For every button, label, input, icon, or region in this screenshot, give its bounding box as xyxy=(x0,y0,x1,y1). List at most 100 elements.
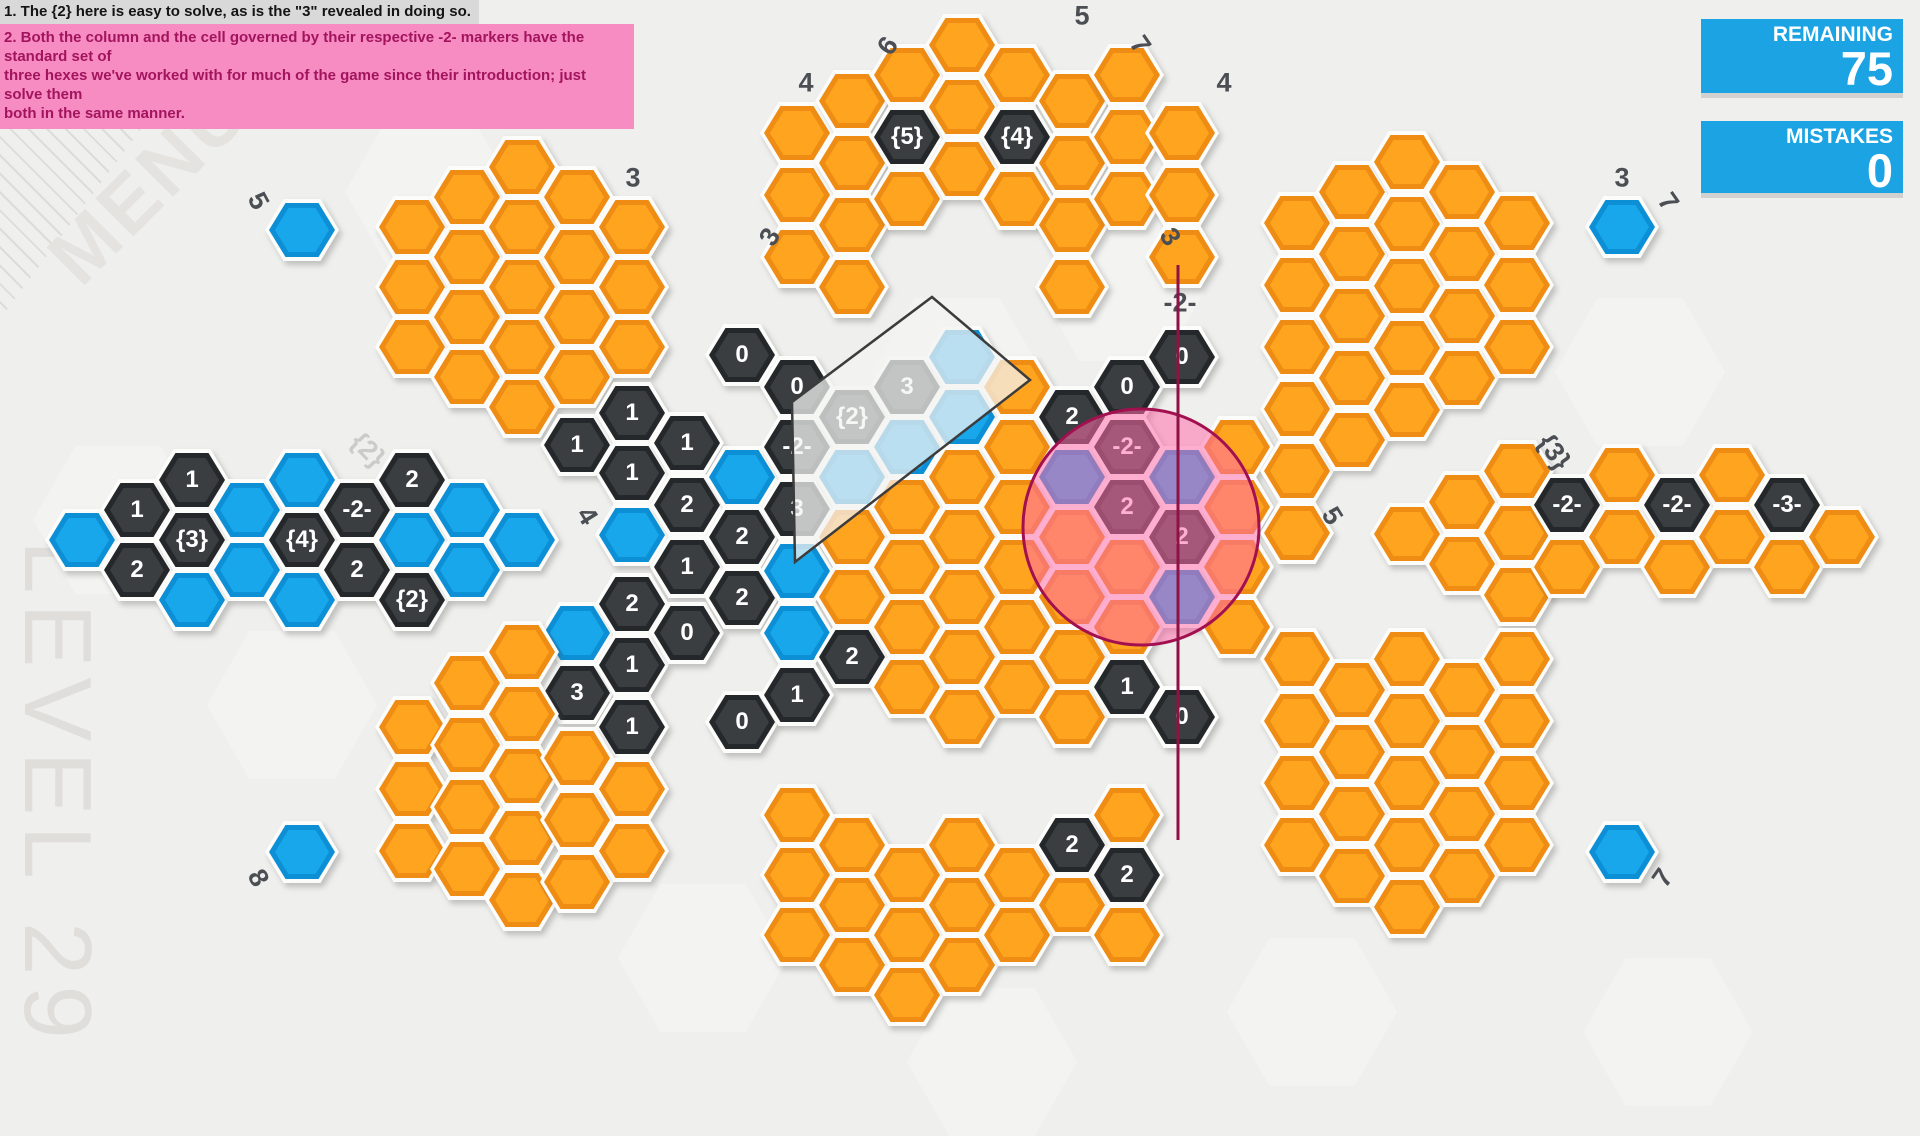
hex-orange-unrevealed[interactable] xyxy=(760,226,834,288)
hex-number: 1 xyxy=(185,466,199,493)
hex-orange-unrevealed[interactable] xyxy=(1090,44,1164,106)
hex-blue xyxy=(430,539,504,601)
hex-orange-unrevealed[interactable] xyxy=(1035,194,1109,256)
mistakes-panel: MISTAKES 0 xyxy=(1701,121,1903,197)
grid-count-label: 3 xyxy=(625,162,641,193)
hex-orange-unrevealed[interactable] xyxy=(595,316,669,378)
grid-count-label: 4 xyxy=(798,67,814,98)
hex-core xyxy=(605,325,659,369)
hex-orange-unrevealed[interactable] xyxy=(1145,226,1219,288)
hex-orange-unrevealed[interactable] xyxy=(595,196,669,258)
hex-orange-unrevealed[interactable] xyxy=(1480,316,1554,378)
background-hex-decoration xyxy=(1583,958,1753,1106)
grid-count-label: 8 xyxy=(241,864,276,892)
hex-number: 0 xyxy=(1175,343,1189,370)
hex-core xyxy=(825,79,879,123)
hex-core xyxy=(385,325,439,369)
hex-orange-unrevealed[interactable] xyxy=(1145,102,1219,164)
note2-line3: both in the same manner. xyxy=(4,105,185,122)
hex-dark-number: 1 xyxy=(595,634,669,696)
hex-orange-unrevealed[interactable] xyxy=(375,316,449,378)
hex-orange-unrevealed[interactable] xyxy=(815,132,889,194)
hex-dark-number: 2 xyxy=(320,539,394,601)
hex-orange-unrevealed[interactable] xyxy=(1035,256,1109,318)
hex-blue xyxy=(1585,821,1659,883)
hex-orange-unrevealed[interactable] xyxy=(485,136,559,198)
hex-dark-number: 1 xyxy=(595,696,669,758)
hex-number: 1 xyxy=(625,713,639,740)
mistakes-label: MISTAKES xyxy=(1786,125,1893,148)
hex-dark-number: 0 xyxy=(1145,326,1219,388)
menu-corner[interactable]: MENU xyxy=(0,0,360,360)
hex-orange-unrevealed[interactable] xyxy=(980,44,1054,106)
grid-count-label: 7 xyxy=(1645,862,1680,893)
hex-number: 3 xyxy=(570,679,584,706)
hex-core xyxy=(165,458,219,502)
hex-orange-unrevealed[interactable] xyxy=(595,256,669,318)
hex-number: 1 xyxy=(570,431,584,458)
hex-number: 2 xyxy=(1120,861,1134,888)
hex-orange-unrevealed[interactable] xyxy=(870,168,944,230)
hex-number: 2 xyxy=(405,466,419,493)
hex-dark-number: {5} xyxy=(870,106,944,168)
hex-number: 2 xyxy=(625,590,639,617)
hex-orange-unrevealed[interactable] xyxy=(1480,254,1554,316)
hex-orange-unrevealed[interactable] xyxy=(760,102,834,164)
hex-orange-unrevealed[interactable] xyxy=(485,376,559,438)
hex-number: 1 xyxy=(625,399,639,426)
hex-orange-unrevealed[interactable] xyxy=(1145,164,1219,226)
tutorial-note-2: 2. Both the column and the cell governed… xyxy=(0,24,634,129)
hex-orange-unrevealed[interactable] xyxy=(760,164,834,226)
hex-orange-unrevealed[interactable] xyxy=(870,44,944,106)
hex-orange-unrevealed[interactable] xyxy=(1090,784,1164,846)
hex-orange-unrevealed[interactable] xyxy=(595,820,669,882)
mistakes-value: 0 xyxy=(1866,144,1893,197)
hex-core xyxy=(550,355,604,399)
hex-orange-unrevealed[interactable] xyxy=(1480,628,1554,690)
grid-count-label: 7 xyxy=(1651,186,1686,217)
hex-orange-unrevealed[interactable] xyxy=(1805,506,1879,568)
tutorial-note-1: 1. The {2} here is easy to solve, as is … xyxy=(0,0,479,24)
hex-dark-number: 1 xyxy=(595,442,669,504)
grid-count-label: 4 xyxy=(1216,67,1232,98)
background-hex-decoration xyxy=(207,631,377,779)
hex-orange-unrevealed[interactable] xyxy=(1480,752,1554,814)
hex-blue xyxy=(265,821,339,883)
hex-dark-number: {2} xyxy=(375,569,449,631)
hex-core xyxy=(440,295,494,339)
hex-orange-unrevealed[interactable] xyxy=(485,621,559,683)
hex-blue xyxy=(375,509,449,571)
hex-number: {5} xyxy=(890,123,924,150)
hex-core xyxy=(935,85,989,129)
hex-number: {3} xyxy=(175,526,209,553)
hex-orange-unrevealed[interactable] xyxy=(925,14,999,76)
hex-orange-unrevealed[interactable] xyxy=(980,168,1054,230)
hex-orange-unrevealed[interactable] xyxy=(375,196,449,258)
hex-core xyxy=(605,451,659,495)
hex-orange-unrevealed[interactable] xyxy=(1480,814,1554,876)
background-hex-decoration xyxy=(1555,298,1725,446)
hex-number: {4} xyxy=(285,526,319,553)
hex-orange-unrevealed[interactable] xyxy=(815,70,889,132)
hex-core xyxy=(495,265,549,309)
hex-dark-number: 0 xyxy=(1145,686,1219,748)
hex-number: 1 xyxy=(625,651,639,678)
hex-orange-unrevealed[interactable] xyxy=(595,758,669,820)
hex-dark-number: 1 xyxy=(650,412,724,474)
hex-core xyxy=(1045,79,1099,123)
game-board: MENU LEVEL 29 {5} {4} 1 2 1 {3} {4} -2- 2 2 {2} 1 3 1… xyxy=(0,0,1903,1049)
hex-number: 0 xyxy=(1175,703,1189,730)
hex-number: {2} xyxy=(395,586,429,613)
hex-orange-unrevealed[interactable] xyxy=(430,226,504,288)
hex-orange-unrevealed[interactable] xyxy=(815,256,889,318)
hex-number: -2- xyxy=(342,496,372,523)
hex-orange-unrevealed[interactable] xyxy=(540,346,614,408)
note2-line1: 2. Both the column and the cell governed… xyxy=(4,29,585,65)
remaining-value: 75 xyxy=(1840,42,1893,95)
hex-number: 2 xyxy=(130,556,144,583)
hex-orange-unrevealed[interactable] xyxy=(1480,690,1554,752)
hex-orange-unrevealed[interactable] xyxy=(1480,192,1554,254)
hex-blue xyxy=(265,199,339,261)
hex-blue xyxy=(485,509,559,571)
hex-orange-unrevealed[interactable] xyxy=(1090,904,1164,966)
